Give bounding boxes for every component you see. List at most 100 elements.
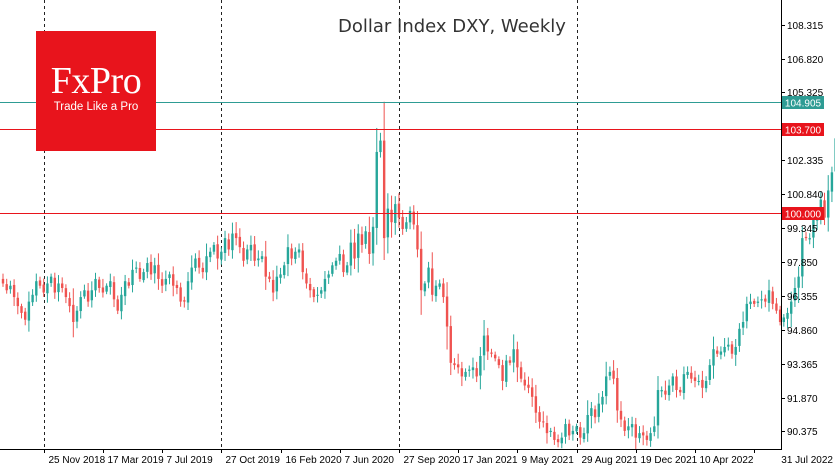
candle [386, 193, 390, 254]
candle [127, 277, 131, 289]
axes [0, 0, 782, 450]
candle [397, 193, 401, 228]
candle [275, 265, 279, 300]
x-tick-label: 16 Feb 2020 [286, 455, 343, 466]
candle-body [719, 351, 723, 355]
candle [730, 341, 734, 359]
candle [105, 283, 108, 295]
candle [190, 255, 193, 290]
candle-body [442, 283, 445, 298]
candle [371, 217, 375, 266]
candle [479, 347, 482, 390]
candle-body [545, 422, 549, 434]
candle-body [464, 371, 467, 377]
candle-body [749, 301, 752, 305]
candle [764, 294, 767, 308]
candle [508, 356, 512, 366]
candle-body [264, 256, 267, 277]
candle-body [98, 279, 101, 288]
candle-body [634, 424, 637, 438]
candle-body [257, 258, 260, 261]
candle [57, 275, 60, 302]
candle-body [571, 430, 575, 435]
x-tick-label: 17 Jan 2021 [463, 455, 518, 466]
candle-body [812, 219, 815, 238]
candle-body [342, 254, 345, 273]
candle-body [323, 278, 327, 292]
level-label: 100.000 [785, 210, 822, 221]
candle [238, 228, 242, 254]
candle-body [586, 414, 589, 434]
x-tick-label: 10 Apr 2022 [700, 455, 754, 466]
candle-body [649, 433, 652, 441]
candle [575, 423, 578, 434]
x-tick-label: 7 Jun 2020 [345, 455, 395, 466]
candle-body [619, 410, 623, 420]
candle [419, 231, 423, 315]
candle-body [279, 274, 282, 278]
candle [16, 292, 20, 315]
candle [20, 303, 23, 319]
candle-body [701, 379, 704, 388]
candle-body [86, 290, 90, 302]
candle [135, 261, 138, 274]
candle-body [253, 244, 256, 261]
candle-body [456, 364, 460, 368]
candle [564, 418, 567, 444]
candle-body [227, 239, 230, 250]
candle [379, 132, 382, 158]
candle-body [72, 304, 75, 323]
candle [619, 401, 623, 428]
candle [442, 278, 445, 303]
candle-body [271, 279, 275, 293]
candle [623, 416, 626, 437]
candle [83, 284, 86, 299]
candle-body [445, 296, 449, 327]
candle-body [234, 233, 238, 239]
candle [693, 370, 697, 388]
candle-body [641, 432, 645, 436]
current-price-label: 104.905 [785, 99, 822, 110]
candle [456, 353, 460, 374]
candle [431, 252, 434, 302]
candle [360, 226, 364, 253]
candle-body [186, 281, 190, 303]
candle-body [708, 365, 712, 380]
candle [660, 386, 663, 398]
candle [675, 369, 678, 398]
level-label: 103.700 [785, 126, 822, 137]
candle [268, 271, 271, 283]
candle-body [175, 284, 179, 288]
candle [68, 292, 71, 313]
candle [342, 249, 345, 277]
candle-body [501, 365, 504, 381]
candle [153, 257, 156, 284]
candle [612, 360, 615, 385]
candle-body [16, 297, 20, 307]
candle-body [575, 426, 578, 432]
x-tick-label: 25 Nov 2018 [49, 455, 106, 466]
candle [616, 368, 619, 423]
candle [101, 278, 105, 298]
candle [549, 427, 552, 437]
candle [571, 425, 575, 441]
candle [656, 376, 660, 439]
x-tick-label: 7 Jul 2019 [167, 455, 214, 466]
y-tick-label: 91.870 [787, 394, 818, 405]
candle-body [401, 216, 404, 230]
candle-body [368, 232, 371, 254]
candle-body [246, 249, 249, 260]
candle [205, 243, 208, 281]
candle [738, 323, 741, 352]
candle-body [508, 360, 512, 363]
candle [667, 379, 671, 401]
y-tick-label: 106.820 [787, 55, 824, 66]
candle [312, 286, 316, 303]
candle-body [35, 281, 38, 296]
candle [9, 280, 12, 294]
candle [630, 416, 634, 437]
candle-body [645, 435, 649, 440]
fxpro-logo: FxPro Trade Like a Pro [36, 31, 156, 151]
y-tick-label: 102.335 [787, 156, 824, 167]
candle [586, 400, 589, 442]
